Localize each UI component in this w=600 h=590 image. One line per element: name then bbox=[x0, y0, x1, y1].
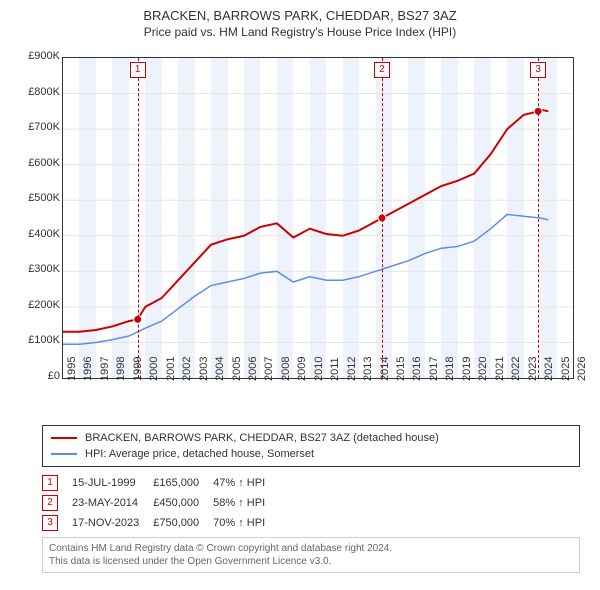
plot-svg bbox=[63, 58, 573, 378]
sale-delta: 70% ↑ HPI bbox=[213, 513, 279, 533]
legend-item: HPI: Average price, detached house, Some… bbox=[51, 446, 571, 462]
x-tick-label: 2010 bbox=[313, 357, 325, 381]
sale-date: 17-NOV-2023 bbox=[72, 513, 153, 533]
table-row: 3 17-NOV-2023 £750,000 70% ↑ HPI bbox=[42, 513, 279, 533]
x-tick-label: 1997 bbox=[99, 357, 111, 381]
sale-marker-on-plot: 1 bbox=[130, 62, 146, 78]
x-tick-label: 2003 bbox=[198, 357, 210, 381]
sale-marker-badge: 1 bbox=[42, 475, 58, 491]
x-tick-label: 2014 bbox=[379, 357, 391, 381]
sale-delta: 58% ↑ HPI bbox=[213, 493, 279, 513]
x-tick-label: 2018 bbox=[444, 357, 456, 381]
x-tick-label: 2009 bbox=[296, 357, 308, 381]
x-tick-label: 2025 bbox=[560, 357, 572, 381]
figure-root: BRACKEN, BARROWS PARK, CHEDDAR, BS27 3AZ… bbox=[0, 0, 600, 590]
x-tick-label: 2016 bbox=[411, 357, 423, 381]
x-tick-label: 1995 bbox=[66, 357, 78, 381]
sale-delta: 47% ↑ HPI bbox=[213, 473, 279, 493]
x-tick-label: 1996 bbox=[82, 357, 94, 381]
series-line bbox=[63, 110, 548, 332]
sale-vline bbox=[538, 58, 539, 378]
x-tick-label: 2001 bbox=[165, 357, 177, 381]
x-tick-label: 2002 bbox=[181, 357, 193, 381]
x-tick-label: 2004 bbox=[214, 357, 226, 381]
attribution-line: This data is licensed under the Open Gov… bbox=[49, 555, 573, 568]
x-tick-label: 2008 bbox=[280, 357, 292, 381]
legend-swatch-series2 bbox=[51, 453, 77, 455]
sale-marker-badge: 3 bbox=[42, 515, 58, 531]
y-tick-label: £900K bbox=[20, 50, 60, 62]
sale-marker-badge: 2 bbox=[42, 495, 58, 511]
x-tick-label: 2023 bbox=[527, 357, 539, 381]
x-tick-label: 1998 bbox=[115, 357, 127, 381]
legend-label: BRACKEN, BARROWS PARK, CHEDDAR, BS27 3AZ… bbox=[85, 430, 439, 446]
sale-marker-table: 1 15-JUL-1999 £165,000 47% ↑ HPI 2 23-MA… bbox=[42, 473, 580, 533]
x-tick-label: 2011 bbox=[329, 357, 341, 381]
sale-vline bbox=[382, 58, 383, 378]
legend-box: BRACKEN, BARROWS PARK, CHEDDAR, BS27 3AZ… bbox=[42, 425, 580, 467]
y-tick-label: £0 bbox=[20, 370, 60, 382]
sale-marker-on-plot: 3 bbox=[530, 62, 546, 78]
y-tick-label: £600K bbox=[20, 157, 60, 169]
y-tick-label: £300K bbox=[20, 263, 60, 275]
sale-price: £165,000 bbox=[153, 473, 213, 493]
x-tick-label: 2017 bbox=[428, 357, 440, 381]
sale-price: £450,000 bbox=[153, 493, 213, 513]
y-tick-label: £200K bbox=[20, 299, 60, 311]
x-tick-label: 2006 bbox=[247, 357, 259, 381]
x-tick-label: 2024 bbox=[543, 357, 555, 381]
legend-swatch-series1 bbox=[51, 437, 77, 439]
table-row: 2 23-MAY-2014 £450,000 58% ↑ HPI bbox=[42, 493, 279, 513]
legend-label: HPI: Average price, detached house, Some… bbox=[85, 446, 314, 462]
series-line bbox=[63, 214, 548, 344]
legend-item: BRACKEN, BARROWS PARK, CHEDDAR, BS27 3AZ… bbox=[51, 430, 571, 446]
chart-title: BRACKEN, BARROWS PARK, CHEDDAR, BS27 3AZ bbox=[10, 8, 590, 23]
y-tick-label: £400K bbox=[20, 228, 60, 240]
sale-price: £750,000 bbox=[153, 513, 213, 533]
sale-date: 15-JUL-1999 bbox=[72, 473, 153, 493]
chart-area: 1 2 3 £0 £100K £200K £300K £400K £500K £600K £700… bbox=[20, 49, 580, 419]
y-tick-label: £700K bbox=[20, 121, 60, 133]
plot-region: 1 2 3 bbox=[62, 57, 574, 379]
x-tick-label: 2026 bbox=[576, 357, 588, 381]
y-tick-label: £500K bbox=[20, 192, 60, 204]
x-tick-label: 2005 bbox=[231, 357, 243, 381]
x-tick-label: 2019 bbox=[461, 357, 473, 381]
table-row: 1 15-JUL-1999 £165,000 47% ↑ HPI bbox=[42, 473, 279, 493]
x-tick-label: 2020 bbox=[477, 357, 489, 381]
x-tick-label: 2021 bbox=[494, 357, 506, 381]
y-tick-label: £100K bbox=[20, 334, 60, 346]
attribution-line: Contains HM Land Registry data © Crown c… bbox=[49, 542, 573, 555]
x-tick-label: 2000 bbox=[148, 357, 160, 381]
x-tick-label: 2013 bbox=[362, 357, 374, 381]
x-tick-label: 2007 bbox=[263, 357, 275, 381]
x-tick-label: 1999 bbox=[132, 357, 144, 381]
attribution-box: Contains HM Land Registry data © Crown c… bbox=[42, 537, 580, 573]
x-tick-label: 2015 bbox=[395, 357, 407, 381]
x-tick-label: 2022 bbox=[510, 357, 522, 381]
x-tick-label: 2012 bbox=[346, 357, 358, 381]
sale-vline bbox=[138, 58, 139, 378]
y-tick-label: £800K bbox=[20, 86, 60, 98]
sale-date: 23-MAY-2014 bbox=[72, 493, 153, 513]
chart-subtitle: Price paid vs. HM Land Registry's House … bbox=[10, 25, 590, 39]
sale-marker-on-plot: 2 bbox=[374, 62, 390, 78]
